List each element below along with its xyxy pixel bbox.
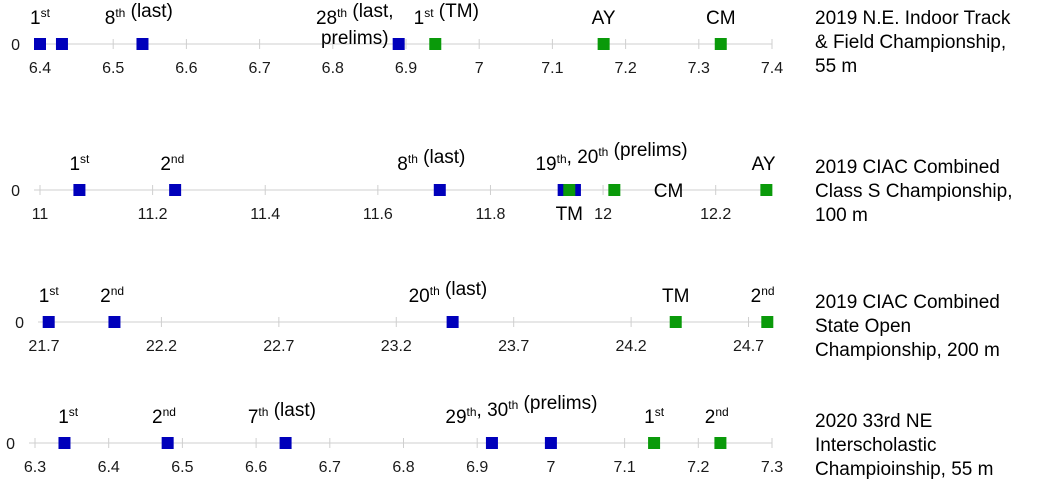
- team-result-marker: [761, 316, 774, 328]
- x-tick-label: 6.6: [175, 60, 197, 77]
- field-result-marker: [392, 38, 405, 50]
- field-result-marker: [108, 316, 121, 328]
- x-tick-label: 6.7: [248, 60, 270, 77]
- team-result-marker: [648, 437, 661, 449]
- point-annotation: 7th (last): [248, 400, 316, 428]
- x-tick-label: 6.8: [392, 459, 414, 476]
- team-result-marker: [714, 38, 727, 50]
- y-zero-label: 0: [11, 37, 20, 54]
- x-tick-label: 22.2: [146, 338, 177, 355]
- point-annotation: 29th, 30th (prelims): [445, 393, 597, 428]
- event-title: 2019 CIAC Combined State Open Championship…: [815, 292, 1000, 361]
- point-annotation: AY: [592, 8, 616, 29]
- team-result-marker: [429, 38, 442, 50]
- point-annotation: 2nd: [152, 405, 176, 428]
- field-result-marker: [485, 437, 498, 449]
- x-tick-label: 12.2: [700, 206, 731, 223]
- x-tick-label: 24.2: [616, 338, 647, 355]
- chart-panel: 0 6.3 6.4 6.5 6.6 6.7 6.8 6.9 7 7.1 7.2 7.3 1st 2nd 7t…: [6, 393, 993, 480]
- point-annotation: 1st (TM): [414, 1, 479, 29]
- x-tick-label: 7.1: [541, 60, 563, 77]
- field-result-marker: [73, 184, 86, 196]
- point-annotation: AY: [752, 154, 776, 175]
- x-tick-label: 7.3: [688, 60, 710, 77]
- team-result-marker: [563, 184, 576, 196]
- x-tick-label: 6.6: [245, 459, 267, 476]
- x-tick-label: 6.4: [29, 60, 51, 77]
- event-title: 2019 N.E. Indoor Track & Field Championsh…: [815, 8, 1011, 77]
- chart-panel: 0 11 11.2 11.4 11.6 11.8 12 12.2 1st 2nd 8th (last…: [11, 140, 1012, 226]
- point-annotation: 8th (last): [397, 147, 465, 175]
- y-zero-label: 0: [11, 183, 20, 200]
- x-tick-label: 6.8: [322, 60, 344, 77]
- x-tick-label: 6.3: [24, 459, 46, 476]
- field-result-marker: [161, 437, 174, 449]
- x-tick-label: 6.9: [395, 60, 417, 77]
- field-result-marker: [433, 184, 446, 196]
- field-result-marker: [58, 437, 71, 449]
- field-result-marker: [136, 38, 149, 50]
- field-result-marker: [169, 184, 182, 196]
- x-tick-label: 7.1: [613, 459, 635, 476]
- x-tick-label: 21.7: [28, 338, 59, 355]
- x-tick-label: 7: [546, 459, 555, 476]
- point-annotation: 19th, 20th (prelims): [535, 140, 687, 175]
- team-result-marker: [608, 184, 621, 196]
- point-annotation: 20th (last): [409, 279, 488, 307]
- x-tick-label: 12: [594, 206, 612, 223]
- field-result-marker: [446, 316, 459, 328]
- field-result-marker: [34, 38, 46, 50]
- team-result-marker: [760, 184, 773, 196]
- team-result-marker: [597, 38, 610, 50]
- x-tick-label: 24.7: [733, 338, 764, 355]
- x-tick-label: 11: [32, 206, 49, 223]
- x-tick-label: 11.4: [250, 206, 280, 223]
- point-annotation: CM: [654, 181, 684, 202]
- point-annotation: 2nd: [705, 405, 729, 428]
- x-tick-label: 7.4: [761, 60, 783, 77]
- field-result-marker: [55, 38, 68, 50]
- point-annotation: 2nd: [160, 152, 184, 175]
- x-tick-label: 11.6: [363, 206, 393, 223]
- x-tick-label: 23.7: [498, 338, 529, 355]
- y-zero-label: 0: [6, 436, 15, 453]
- event-title: 2019 CIAC Combined Class S Championship, 1…: [815, 157, 1012, 226]
- x-tick-label: 22.7: [263, 338, 294, 355]
- x-tick-label: 6.7: [319, 459, 341, 476]
- point-annotation: 1st: [644, 405, 665, 428]
- x-tick-label: 11.8: [475, 206, 505, 223]
- point-annotation: 1st: [58, 405, 79, 428]
- x-tick-label: 7.3: [761, 459, 783, 476]
- x-tick-label: 7: [475, 60, 484, 77]
- point-annotation: 28th (last,: [316, 1, 394, 29]
- x-tick-label: 6.5: [102, 60, 124, 77]
- x-tick-label: 11.2: [138, 206, 168, 223]
- event-title: 2020 33rd NE Interscholastic Champioinship…: [815, 411, 993, 480]
- point-annotation: TM: [662, 286, 689, 307]
- point-annotation: CM: [706, 8, 736, 29]
- point-annotation: prelims): [321, 28, 389, 49]
- chart-panel: 0 6.4 6.5 6.6 6.7 6.8 6.9 7 7.1 7.2 7.3 7.4 1st 8th (…: [11, 1, 1011, 77]
- x-tick-label: 23.2: [381, 338, 412, 355]
- point-annotation: TM: [556, 204, 583, 225]
- field-result-marker: [279, 437, 292, 449]
- team-result-marker: [669, 316, 682, 328]
- chart-panel: 021.7 22.2 22.7 23.2 23.7 24.2 24.7 1st 2nd 20th …: [15, 279, 1000, 361]
- y-zero-label: 0: [15, 315, 24, 332]
- field-result-marker: [42, 316, 55, 328]
- x-tick-label: 6.9: [466, 459, 488, 476]
- team-result-marker: [714, 437, 727, 449]
- point-annotation: 1st: [30, 6, 51, 29]
- point-annotation: 8th (last): [105, 1, 173, 29]
- x-tick-label: 7.2: [614, 60, 636, 77]
- field-result-marker: [544, 437, 557, 449]
- x-tick-label: 6.5: [171, 459, 193, 476]
- point-annotation: 2nd: [100, 284, 124, 307]
- point-annotation: 2nd: [751, 284, 775, 307]
- point-annotation: 1st: [39, 284, 60, 307]
- x-tick-label: 7.2: [687, 459, 709, 476]
- point-annotation: 1st: [69, 152, 90, 175]
- x-tick-label: 6.4: [98, 459, 120, 476]
